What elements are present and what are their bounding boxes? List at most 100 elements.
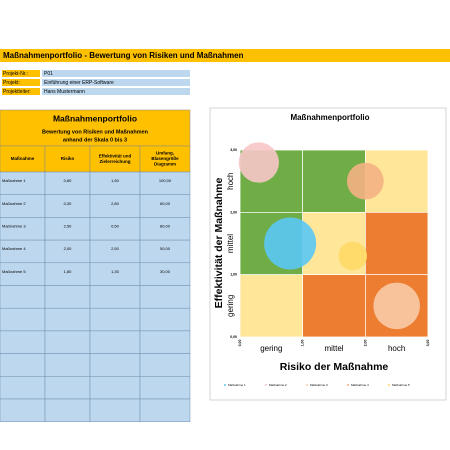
table-header — [0, 109, 191, 147]
project-value: Hans Mustermann — [44, 89, 85, 95]
x-axis-title: Risiko der Maßnahme — [280, 361, 389, 373]
table-cell-text: 2,50 — [111, 246, 120, 251]
table-cell-text: 50,00 — [160, 246, 171, 251]
table-cell-text: Maßnahme 5 — [2, 269, 26, 274]
project-label: Projekt: — [3, 80, 20, 86]
table-cell — [139, 262, 191, 286]
table-cell — [44, 307, 91, 332]
table-cell — [44, 285, 91, 309]
legend-marker — [265, 384, 267, 386]
zone — [365, 212, 429, 275]
table-cell — [0, 307, 46, 332]
table-cell-text: 30,00 — [160, 269, 171, 274]
table-cell — [89, 285, 141, 309]
table-cell — [89, 171, 141, 195]
y-tick-label: 0,00 — [230, 335, 237, 339]
project-value: P01 — [44, 71, 53, 77]
column-header — [139, 145, 191, 173]
column-header-text: Umfang, Blasengröße Diagramm — [151, 151, 179, 167]
table-cell — [0, 194, 46, 218]
table-cell — [0, 262, 46, 286]
table-cell — [139, 330, 191, 354]
legend-label: Maßnahme 1 — [228, 383, 246, 387]
column-header — [0, 145, 46, 173]
table-cell — [0, 398, 46, 422]
table-subtitle: Bewertung von Risiken und Maßnahmen — [42, 129, 149, 135]
x-tick-label: 1,00 — [301, 340, 305, 347]
table-cell-text: 0,30 — [64, 201, 73, 206]
project-label: Projektleiter: — [3, 89, 31, 95]
table-cell — [89, 330, 141, 354]
column-header — [89, 145, 141, 173]
table-cell — [139, 217, 191, 241]
column-header — [44, 145, 91, 173]
title-bar — [0, 49, 450, 62]
table-cell — [139, 376, 191, 400]
legend-label: Maßnahme 2 — [269, 383, 287, 387]
value-cell — [42, 79, 190, 86]
legend-marker — [224, 384, 226, 386]
project-value: Einführung einer ERP-Software — [44, 80, 114, 86]
y-zone-label: mittel — [226, 234, 235, 253]
table-cell — [89, 239, 141, 264]
table-cell — [44, 376, 91, 400]
table-cell — [0, 353, 46, 377]
x-tick-label: 3,00 — [426, 340, 430, 347]
y-tick-label: 3,00 — [230, 148, 237, 152]
bubble — [264, 217, 317, 270]
table-cell-text: Maßnahme 2 — [2, 201, 26, 206]
table-cell — [139, 285, 191, 309]
table-cell-text: Maßnahme 4 — [2, 246, 26, 251]
table-cell-text: Maßnahme 1 — [2, 178, 26, 183]
legend-marker — [388, 384, 390, 386]
x-zone-label: hoch — [388, 344, 405, 353]
zone — [239, 274, 303, 338]
legend-label: Maßnahme 5 — [392, 383, 410, 387]
table-cell-text: 0,80 — [64, 178, 73, 183]
bubble — [338, 241, 368, 271]
table-cell — [139, 398, 191, 422]
bubble — [373, 282, 420, 330]
table-cell-text: 80,00 — [160, 223, 171, 228]
project-label: Projekt-Nr.: — [3, 71, 28, 77]
bubble — [346, 162, 384, 200]
column-header-text: Maßnahme — [11, 156, 35, 161]
legend-label: Maßnahme 3 — [310, 383, 328, 387]
table-cell — [139, 194, 191, 218]
y-zone-label: gering — [226, 295, 235, 317]
table-title: Maßnahmenportfolio — [53, 113, 137, 123]
zone — [302, 274, 366, 338]
y-axis-title: Effektivität der Maßnahme — [213, 177, 225, 308]
legend-marker — [306, 384, 308, 386]
table-cell — [89, 262, 141, 286]
table-cell-text: 2,50 — [64, 223, 73, 228]
table-cell — [0, 171, 46, 195]
sheet-title: Maßnahmenportfolio - Bewertung von Risik… — [3, 51, 244, 60]
table-cell — [139, 353, 191, 377]
x-zone-label: mittel — [324, 344, 343, 353]
table-cell — [0, 330, 46, 354]
table-cell-text: 1,80 — [64, 269, 73, 274]
table-cell — [89, 398, 141, 422]
column-header-text: Risiko — [61, 156, 75, 161]
y-tick-label: 2,00 — [230, 210, 237, 214]
x-tick-label: 2,00 — [363, 340, 367, 347]
table-cell — [44, 262, 91, 286]
table-cell — [89, 217, 141, 241]
label-cell — [2, 79, 40, 86]
label-cell — [2, 70, 40, 77]
x-zone-label: gering — [260, 344, 282, 353]
table-scale: anhand der Skala 0 bis 3 — [63, 137, 127, 143]
column-header-text: Effektivität und Zielerreichung — [99, 153, 132, 164]
table-cell — [0, 217, 46, 241]
table-cell-text: 2,80 — [111, 201, 120, 206]
value-cell — [42, 88, 190, 95]
legend-label: Maßnahme 4 — [351, 383, 369, 387]
table-cell — [44, 353, 91, 377]
table-cell-text: 2,00 — [64, 246, 73, 251]
table-cell — [139, 171, 191, 195]
table-cell — [139, 239, 191, 264]
table-cell — [44, 398, 91, 422]
